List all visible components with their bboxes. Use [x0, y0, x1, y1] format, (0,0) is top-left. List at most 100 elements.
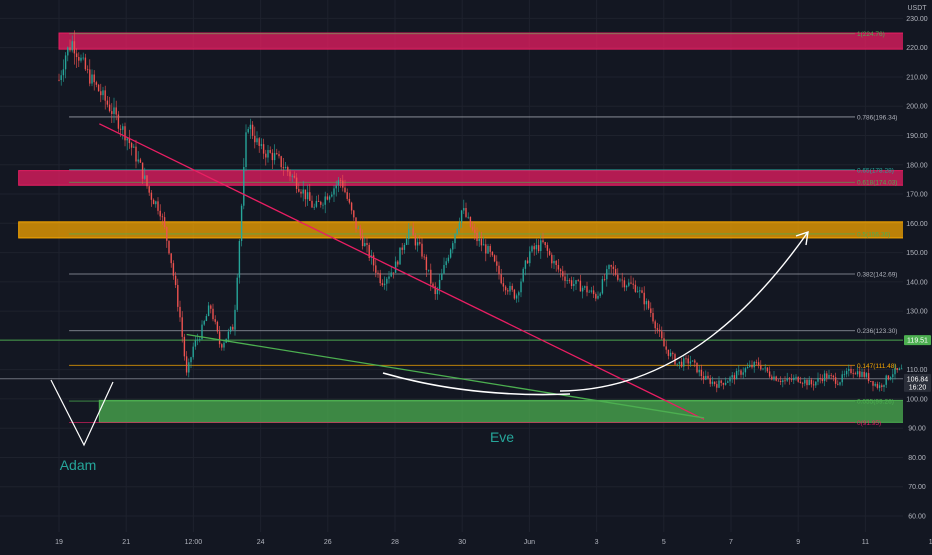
candle-body	[459, 223, 460, 229]
candle-body	[648, 301, 649, 308]
candle-body	[309, 192, 310, 201]
fib-level-label: 0.147(111.48)	[857, 363, 897, 370]
candle-body	[784, 380, 785, 381]
currency-label: USDT	[907, 5, 927, 12]
candle-body	[404, 245, 405, 250]
candle-body	[518, 292, 519, 295]
candle-body	[886, 376, 887, 385]
candle-body	[879, 385, 880, 388]
candle-body	[866, 373, 867, 377]
y-tick-label: 60.00	[908, 514, 926, 521]
candle-body	[633, 284, 634, 285]
candle-body	[743, 372, 744, 374]
y-tick-label: 160.00	[906, 221, 928, 228]
candle-body	[881, 385, 882, 387]
candle-body	[76, 53, 77, 57]
candle-body	[452, 243, 453, 249]
y-tick-label: 220.00	[906, 45, 928, 52]
candle-body	[327, 196, 328, 199]
candle-body	[223, 343, 224, 348]
candle-body	[146, 175, 147, 186]
candle-body	[98, 85, 99, 91]
candle-body	[787, 378, 788, 380]
candle-body	[239, 241, 240, 278]
candle-body	[635, 285, 636, 292]
candle-body	[336, 185, 337, 188]
candle-body	[637, 291, 638, 292]
candle-body	[734, 375, 735, 379]
candle-body	[848, 369, 849, 371]
y-tick-label: 110.00	[907, 367, 928, 374]
candle-body	[325, 196, 326, 204]
candle-body	[501, 274, 502, 283]
y-tick-label: 70.00	[908, 484, 926, 491]
candle-body	[622, 280, 623, 281]
candle-body	[155, 201, 156, 204]
candle-body	[89, 69, 90, 83]
candle-body	[828, 375, 829, 378]
candle-body	[857, 371, 858, 374]
candle-body	[496, 261, 497, 265]
candle-body	[402, 248, 403, 250]
candle-body	[157, 201, 158, 211]
candle-body	[628, 283, 629, 286]
candle-body	[65, 55, 66, 69]
candle-body	[837, 384, 838, 385]
candle-body	[677, 364, 678, 365]
candle-body	[802, 383, 803, 384]
candle-body	[72, 41, 73, 50]
candle-body	[604, 279, 605, 280]
candle-body	[793, 378, 794, 380]
candle-body	[613, 267, 614, 269]
candle-body	[267, 150, 268, 157]
candle-body	[58, 80, 59, 81]
candle-body	[380, 273, 381, 283]
candle-body	[105, 90, 106, 100]
candle-body	[160, 211, 161, 217]
y-tick-label: 90.00	[908, 426, 926, 433]
candle-body	[320, 202, 321, 205]
candle-body	[206, 316, 207, 321]
candle-body	[479, 239, 480, 241]
candle-body	[83, 58, 84, 59]
candle-body	[349, 199, 350, 203]
candle-body	[646, 301, 647, 304]
candle-body	[831, 375, 832, 376]
x-tick-label: 24	[257, 539, 265, 546]
candle-body	[124, 126, 125, 140]
candle-body	[391, 272, 392, 276]
candle-body	[736, 371, 737, 379]
candle-body	[316, 201, 317, 207]
candle-body	[199, 339, 200, 340]
candle-body	[263, 144, 264, 153]
candle-body	[162, 216, 163, 217]
candle-body	[232, 327, 233, 330]
candle-body	[358, 228, 359, 229]
candle-body	[507, 290, 508, 291]
candle-body	[690, 362, 691, 364]
candle-body	[446, 261, 447, 265]
candle-body	[393, 272, 394, 273]
candle-body	[430, 270, 431, 284]
candle-body	[373, 255, 374, 265]
candle-body	[877, 384, 878, 388]
candle-body	[490, 246, 491, 252]
candle-body	[219, 332, 220, 345]
candle-body	[96, 82, 97, 85]
candle-body	[331, 195, 332, 197]
candle-body	[795, 377, 796, 378]
candle-body	[679, 362, 680, 364]
annotation-adam: Adam	[60, 457, 97, 473]
candle-body	[703, 376, 704, 380]
candle-body	[254, 136, 255, 142]
candle-body	[549, 251, 550, 255]
candle-body	[870, 381, 871, 382]
candle-body	[582, 288, 583, 292]
candle-body	[463, 208, 464, 210]
candle-body	[340, 180, 341, 181]
candle-body	[765, 368, 766, 369]
candle-body	[386, 279, 387, 284]
candle-body	[377, 273, 378, 274]
candle-body	[210, 305, 211, 308]
